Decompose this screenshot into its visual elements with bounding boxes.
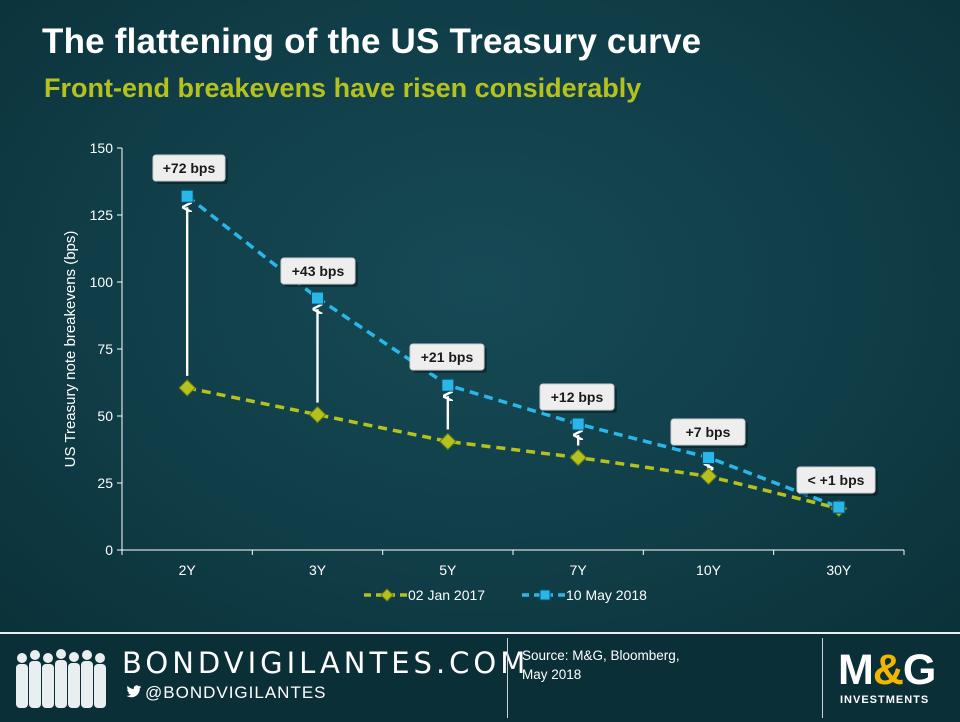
data-point-square	[571, 417, 585, 431]
annotation-label: +43 bps	[292, 263, 345, 279]
y-tick-label: 100	[90, 274, 114, 290]
brand-name: BONDVIGILANTES.COM	[122, 646, 530, 680]
y-tick-label: 125	[90, 207, 114, 223]
annotation-box	[796, 466, 876, 494]
line-chart: 0 25 50 75 100 125 150 2Y 3Y 5Y 7Y 10Y 30Y US Treasur…	[62, 140, 905, 603]
x-tick-label: 30Y	[826, 562, 852, 578]
person-silhouette	[68, 652, 80, 708]
mg-logo-subtitle: INVESTMENTS	[840, 694, 930, 706]
x-tick-label: 5Y	[439, 562, 457, 578]
y-tick-label: 50	[97, 408, 113, 424]
annotation-box	[152, 154, 226, 182]
data-point-diamond	[308, 405, 327, 424]
annotation-label: +7 bps	[686, 424, 731, 440]
data-point-diamond	[699, 467, 718, 486]
annotation-box	[409, 343, 485, 371]
y-tick-label: 25	[97, 475, 113, 491]
x-tick-label: 3Y	[309, 562, 327, 578]
mg-logo-text: M&G	[838, 646, 936, 694]
data-point-diamond	[439, 432, 457, 451]
data-point-diamond	[178, 379, 196, 397]
y-axis-title: US Treasury note breakevens (bps)	[62, 231, 79, 468]
series-line	[186, 386, 840, 511]
person-silhouette	[94, 653, 106, 708]
source-line-1: Source: M&G, Bloomberg,	[522, 648, 680, 663]
data-point-diamond	[569, 448, 587, 467]
legend-marker-square	[539, 589, 551, 601]
footer: BONDVIGILANTES.COM @BONDVIGILANTES Sourc…	[0, 632, 960, 722]
data-point-square	[702, 451, 715, 465]
brand-handle-text: @BONDVIGILANTES	[145, 683, 327, 702]
footer-divider	[507, 638, 508, 718]
people-silhouette-icon	[16, 649, 106, 708]
legend-label: 02 Jan 2017	[408, 587, 485, 603]
footer-divider	[822, 638, 823, 718]
annotation-label: +72 bps	[163, 160, 216, 176]
series-line	[186, 194, 840, 509]
mg-logo: M&G INVESTMENTS	[838, 648, 948, 712]
annotation-box	[539, 383, 615, 411]
y-tick-label: 0	[105, 542, 113, 558]
background	[0, 0, 960, 632]
data-point-square	[311, 291, 324, 305]
source-line-2: May 2018	[522, 667, 582, 682]
person-silhouette	[29, 650, 41, 708]
chart-subtitle: Front-end breakevens have risen consider…	[44, 73, 642, 103]
annotation-label: +21 bps	[421, 349, 474, 365]
chart-title: The flattening of the US Treasury curve	[42, 22, 702, 61]
annotation-label: +12 bps	[551, 389, 604, 405]
y-tick-label: 75	[97, 341, 113, 357]
person-silhouette	[55, 649, 67, 708]
person-silhouette	[42, 653, 54, 708]
y-tick-label: 150	[90, 140, 114, 156]
legend-label: 10 May 2018	[566, 587, 647, 603]
annotation-box	[670, 418, 746, 446]
data-point-square	[832, 500, 846, 514]
brand-handle[interactable]: @BONDVIGILANTES	[126, 683, 327, 703]
data-point-square	[180, 189, 194, 203]
person-silhouette	[81, 650, 93, 708]
legend-marker-diamond	[380, 588, 394, 602]
annotation-label: < +1 bps	[808, 472, 865, 488]
person-silhouette	[16, 653, 28, 708]
annotation-box	[280, 257, 356, 285]
source-note: Source: M&G, Bloomberg, May 2018	[522, 646, 722, 684]
x-tick-label: 7Y	[570, 562, 588, 578]
data-point-square	[441, 378, 455, 392]
x-tick-label: 2Y	[179, 562, 197, 578]
x-tick-label: 10Y	[696, 562, 722, 578]
twitter-bird-icon	[126, 685, 142, 698]
